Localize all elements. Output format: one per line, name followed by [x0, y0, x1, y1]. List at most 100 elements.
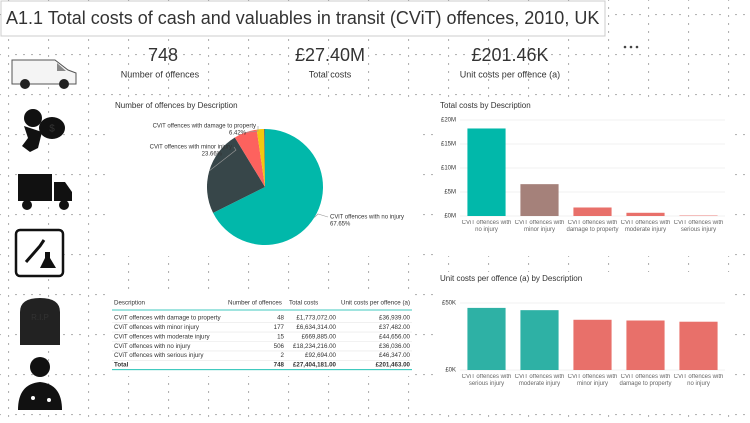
y-tick-label: £10M — [441, 166, 456, 172]
table-cell: CViT offences with minor injury — [114, 324, 200, 331]
x-tick-label: CViT offences with damage to property — [566, 220, 619, 233]
table-cell: £37,482.00 — [379, 324, 411, 331]
x-tick-label: CViT offences with damage to property — [619, 374, 672, 387]
bar — [626, 320, 665, 370]
svg-text:$: $ — [49, 124, 55, 135]
title-box — [0, 0, 606, 37]
pie-slice — [234, 129, 265, 187]
robber-icon: $ — [22, 109, 65, 152]
slice-label: CViT offences with minor injury — [150, 145, 232, 151]
bar — [626, 212, 665, 216]
x-tick-label: CViT offences with no injury — [673, 374, 724, 387]
kpi-value: 748 — [148, 45, 178, 65]
table-cell: CViT offences with moderate injury — [114, 333, 211, 340]
kpi-value: £201.46K — [471, 45, 548, 65]
x-tick-label-box: CViT offences with no injury — [461, 220, 512, 233]
pie-slice — [256, 129, 265, 187]
x-tick-label: CViT offences with serious injury — [461, 374, 512, 387]
x-tick-label-box: CViT offences with no injury — [673, 374, 724, 387]
table-cell: £46,347.00 — [379, 352, 411, 359]
slice-value-label: 67.65% — [330, 222, 351, 228]
table-cell: 2 — [281, 352, 285, 359]
bar — [520, 184, 559, 216]
kpi-label: Unit costs per offence (a) — [460, 69, 560, 79]
table-cell: £18,234,216.00 — [293, 343, 337, 350]
x-tick-label-box: CViT offences with minor injury — [514, 220, 565, 233]
x-tick-label-box: CViT offences with serious injury — [461, 374, 512, 387]
x-tick-label-box: CViT offences with damage to property — [619, 374, 672, 387]
bar — [520, 310, 559, 370]
x-tick-label-box: CViT offences with moderate injury — [514, 374, 565, 387]
total-cell: Total — [114, 362, 129, 369]
column-header: Description — [114, 300, 146, 307]
table: Description Number of offences Total costs… — [112, 300, 412, 371]
kpi-label: Number of offences — [121, 69, 200, 79]
bar — [679, 321, 718, 370]
column-header: Total costs — [289, 300, 318, 307]
y-tick-label: £0K — [445, 368, 456, 374]
slice-label: CViT offences with damage to property — [153, 124, 256, 130]
van-icon — [11, 59, 77, 89]
slice-label: CViT offences with no injury — [330, 215, 404, 221]
pie-slice — [264, 129, 265, 187]
y-tick-label: £20M — [441, 118, 456, 124]
leader-line — [209, 146, 237, 172]
x-tick-label-box: CViT offences with moderate injury — [621, 220, 671, 233]
table-cell: CViT offences with serious injury — [114, 352, 204, 359]
bar — [467, 128, 506, 216]
table-cell: £92,694.00 — [305, 352, 337, 359]
total-cell: 748 — [274, 362, 285, 369]
table-cell: 177 — [274, 324, 285, 331]
bar — [467, 307, 506, 370]
x-tick-label: CViT offences with moderate injury — [514, 374, 565, 387]
slice-value-label: 6.42% — [229, 131, 247, 137]
table-cell: CViT offences with damage to property — [114, 315, 222, 322]
x-tick-label: CViT offences with no injury — [461, 220, 512, 233]
truck-icon — [18, 174, 72, 210]
bar — [573, 319, 612, 370]
x-tick-label: CViT offences with minor injury — [567, 374, 618, 387]
doctor-icon — [18, 357, 62, 410]
table-cell: 506 — [274, 343, 285, 350]
table-cell: CViT offences with no injury — [114, 343, 191, 350]
y-tick-label: £50K — [442, 301, 456, 307]
x-tick-label-box: CViT offences with serious injury — [673, 220, 724, 233]
lab-icon — [14, 228, 65, 278]
x-tick-label: CViT offences with serious injury — [673, 220, 724, 233]
total-cell: £201,463.00 — [376, 362, 411, 369]
table-cell: £36,036.00 — [379, 343, 411, 350]
table-cell: £669,885.00 — [302, 333, 337, 340]
y-tick-label: £15M — [441, 142, 456, 148]
kpi-value: £27.40M — [295, 45, 365, 65]
leader-line — [314, 213, 329, 218]
kpi-label: Total costs — [309, 69, 352, 79]
table-cell: 48 — [277, 315, 284, 322]
leader-line — [245, 126, 259, 133]
tombstone-text: R.I.P — [31, 313, 49, 322]
table-cell: £44,656.00 — [379, 333, 411, 340]
x-tick-label: CViT offences with minor injury — [514, 220, 565, 233]
pie-slice — [207, 137, 265, 213]
x-tick-label-box: CViT offences with damage to property — [566, 220, 619, 233]
column-header: Number of offences — [228, 300, 282, 307]
table-cell: 15 — [277, 333, 284, 340]
y-tick-label: £0M — [444, 214, 456, 220]
y-tick-label: £5M — [444, 190, 456, 196]
table-cell: £36,939.00 — [379, 315, 411, 322]
chart-title: Total costs by Description — [440, 101, 531, 110]
bar — [573, 207, 612, 216]
column-header: Unit costs per offence (a) — [341, 300, 410, 307]
chart-title: Number of offences by Description — [115, 101, 238, 110]
table-cell: £6,634,314.00 — [296, 324, 336, 331]
slice-value-label: 23.66% — [202, 152, 223, 158]
table-cell: £1,773,072.00 — [296, 315, 336, 322]
more-options[interactable] — [623, 45, 639, 49]
pie-slice — [213, 129, 323, 245]
table-panel — [110, 294, 415, 376]
chart-title: Unit costs per offence (a) by Descriptio… — [440, 274, 582, 283]
x-tick-label-box: CViT offences with minor injury — [567, 374, 618, 387]
tombstone-icon: R.I.P — [20, 298, 60, 345]
charts: Number of offences by Description CViT of… — [115, 101, 725, 387]
